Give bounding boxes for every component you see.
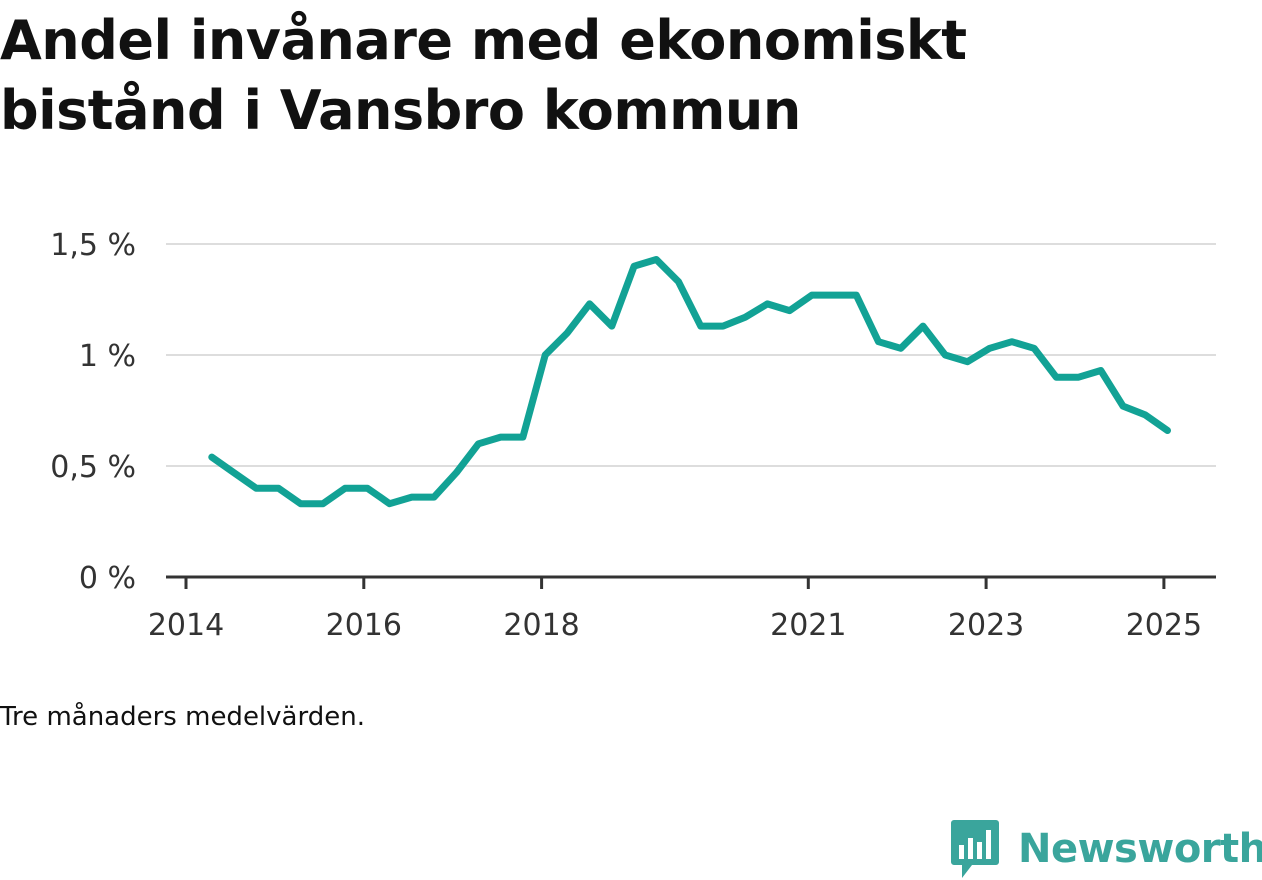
y-axis-ticks: 0 % 0,5 % 1 % 1,5 % xyxy=(50,228,136,596)
x-tick-label: 2018 xyxy=(503,608,579,643)
y-tick-label: 1,5 % xyxy=(50,228,136,263)
x-tick-label: 2023 xyxy=(948,608,1024,643)
brand-name: Newsworthy xyxy=(1018,826,1262,872)
grid-lines xyxy=(166,243,1216,467)
x-tick-label: 2016 xyxy=(326,608,402,643)
footnote: Tre månaders medelvärden. xyxy=(0,702,365,732)
series-line xyxy=(208,256,1171,508)
chart-title: Andel invånare med ekonomiskt bistånd i … xyxy=(0,9,967,142)
y-tick-label: 0 % xyxy=(79,561,136,596)
series-layer xyxy=(208,256,1171,508)
x-tick-label: 2021 xyxy=(770,608,846,643)
brand-logo: Newsworthy xyxy=(950,818,1262,880)
x-axis-ticks: 2014 2016 2018 2021 2023 2025 xyxy=(148,577,1202,643)
x-tick-label: 2025 xyxy=(1126,608,1202,643)
y-tick-label: 0,5 % xyxy=(50,450,136,485)
y-tick-label: 1 % xyxy=(79,339,136,374)
x-tick-label: 2014 xyxy=(148,608,224,643)
newsworthy-logo-icon xyxy=(951,820,999,878)
